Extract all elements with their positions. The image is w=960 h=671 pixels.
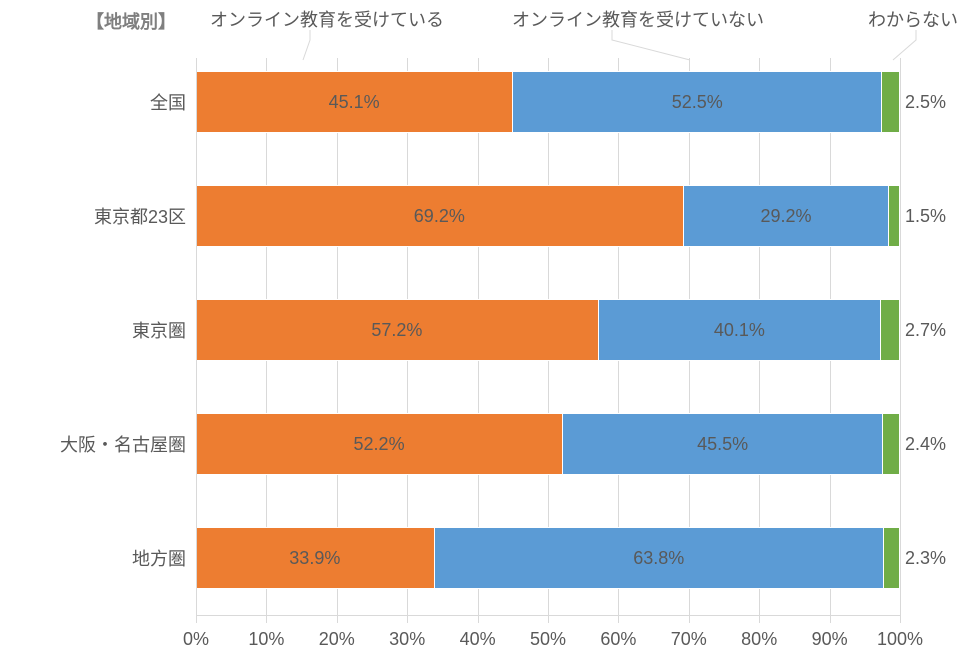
x-tick-label: 50% xyxy=(530,629,566,650)
x-tick-mark xyxy=(478,616,479,623)
x-tick-label: 90% xyxy=(812,629,848,650)
x-tick-mark xyxy=(266,616,267,623)
stacked-bar-chart: 【地域別】 オンライン教育を受けている オンライン教育を受けていない わからない 全… xyxy=(0,0,960,671)
bar-segment: 33.9% xyxy=(196,527,435,589)
legend-item: オンライン教育を受けていない xyxy=(512,6,764,32)
value-label: 45.5% xyxy=(697,434,748,455)
x-tick-label: 30% xyxy=(389,629,425,650)
x-tick-mark xyxy=(196,616,197,623)
gridline xyxy=(900,58,901,616)
category-label: 大阪・名古屋圏 xyxy=(60,431,186,457)
bar-segment: 2.7% xyxy=(881,299,900,361)
x-tick-label: 80% xyxy=(741,629,777,650)
x-tick-label: 40% xyxy=(460,629,496,650)
leader-line xyxy=(612,30,690,60)
x-tick-label: 20% xyxy=(319,629,355,650)
bar-segment: 45.1% xyxy=(196,71,513,133)
value-label: 69.2% xyxy=(414,206,465,227)
bar-segment: 52.2% xyxy=(196,413,563,475)
x-tick-label: 10% xyxy=(248,629,284,650)
value-label: 33.9% xyxy=(289,548,340,569)
x-tick-mark xyxy=(759,616,760,623)
plot-area: 全国45.1%52.5%2.5%東京都23区69.2%29.2%1.5%東京圏5… xyxy=(196,58,900,616)
value-label: 2.4% xyxy=(905,434,946,455)
x-tick-mark xyxy=(618,616,619,623)
bar-segment: 52.5% xyxy=(513,71,882,133)
value-label: 29.2% xyxy=(761,206,812,227)
bar-segment: 57.2% xyxy=(196,299,599,361)
x-tick-label: 60% xyxy=(600,629,636,650)
category-label: 東京圏 xyxy=(132,317,186,343)
bar-segment: 2.5% xyxy=(882,71,900,133)
y-axis xyxy=(196,58,197,616)
x-tick-label: 0% xyxy=(183,629,209,650)
category-label: 東京都23区 xyxy=(94,203,186,229)
bar-segment: 2.3% xyxy=(884,527,900,589)
legend-item: わからない xyxy=(868,6,958,32)
bar-segment: 1.5% xyxy=(889,185,900,247)
value-label: 63.8% xyxy=(633,548,684,569)
value-label: 2.5% xyxy=(905,92,946,113)
bar-row: 東京都23区69.2%29.2%1.5% xyxy=(196,185,900,247)
bar-segment: 69.2% xyxy=(196,185,684,247)
x-tick-mark xyxy=(900,616,901,623)
leader-line xyxy=(303,30,310,60)
chart-subtitle: 【地域別】 xyxy=(86,8,176,34)
bar-row: 地方圏33.9%63.8%2.3% xyxy=(196,527,900,589)
value-label: 57.2% xyxy=(371,320,422,341)
value-label: 40.1% xyxy=(714,320,765,341)
bar-segment: 63.8% xyxy=(435,527,884,589)
x-tick-mark xyxy=(830,616,831,623)
x-tick-mark xyxy=(407,616,408,623)
category-label: 地方圏 xyxy=(132,545,186,571)
bar-segment: 2.4% xyxy=(883,413,900,475)
legend-item: オンライン教育を受けている xyxy=(210,6,444,32)
x-tick-mark xyxy=(337,616,338,623)
value-label: 2.7% xyxy=(905,320,946,341)
leader-line xyxy=(893,30,916,60)
bar-segment: 40.1% xyxy=(599,299,881,361)
x-tick-mark xyxy=(548,616,549,623)
bar-segment: 29.2% xyxy=(684,185,890,247)
bar-row: 東京圏57.2%40.1%2.7% xyxy=(196,299,900,361)
x-tick-label: 70% xyxy=(671,629,707,650)
value-label: 2.3% xyxy=(905,548,946,569)
value-label: 1.5% xyxy=(905,206,946,227)
category-label: 全国 xyxy=(150,89,186,115)
value-label: 45.1% xyxy=(329,92,380,113)
x-tick-mark xyxy=(689,616,690,623)
bar-row: 大阪・名古屋圏52.2%45.5%2.4% xyxy=(196,413,900,475)
x-tick-label: 100% xyxy=(877,629,923,650)
value-label: 52.2% xyxy=(354,434,405,455)
value-label: 52.5% xyxy=(672,92,723,113)
bar-segment: 45.5% xyxy=(563,413,883,475)
bar-row: 全国45.1%52.5%2.5% xyxy=(196,71,900,133)
